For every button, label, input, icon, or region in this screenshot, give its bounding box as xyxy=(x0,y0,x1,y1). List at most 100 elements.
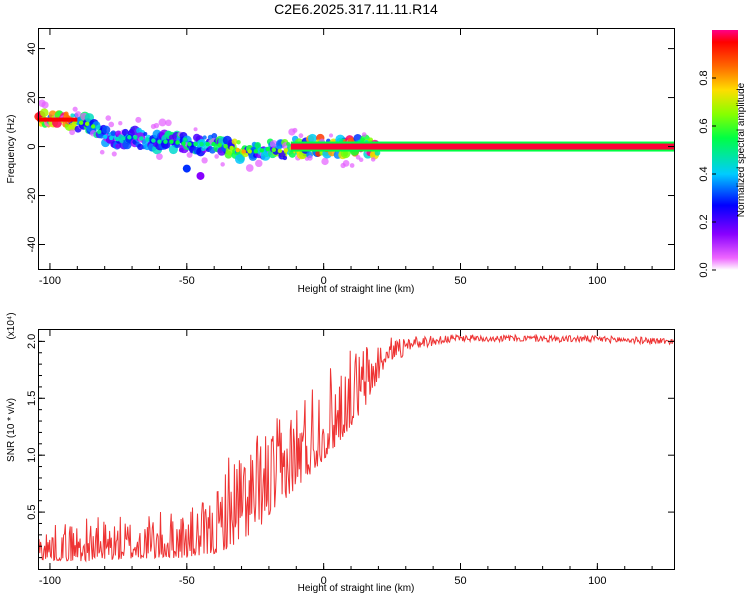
spectrogram-cell xyxy=(70,113,75,118)
spectrogram-core xyxy=(283,148,289,153)
spectrogram-halo xyxy=(99,149,105,155)
spectrogram-core xyxy=(241,149,246,154)
spectrogram-halo xyxy=(370,157,376,162)
figure-title: C2E6.2025.317.11.11.R14 xyxy=(274,1,438,17)
snr-series-line xyxy=(38,333,675,563)
spectrogram-halo xyxy=(186,151,193,158)
spectrogram-cell xyxy=(282,155,288,161)
spectrogram-core xyxy=(211,141,216,147)
spectrogram-halo xyxy=(214,154,219,159)
spectrogram-cell xyxy=(211,133,218,139)
spectrogram-ytick-label: -20 xyxy=(26,188,38,204)
snr-xtick-label: 0 xyxy=(321,575,327,587)
spectrogram-halo xyxy=(193,127,198,132)
spectrogram-halo xyxy=(349,163,355,168)
spectrogram-cell xyxy=(143,131,148,137)
snr-ylabel: SNR (10 * v/v) xyxy=(6,398,17,462)
spectrogram-ylabel: Frequency (Hz) xyxy=(6,115,17,184)
colorbar-gradient xyxy=(712,30,738,270)
colorbar-tick-label: 0.4 xyxy=(698,166,710,181)
snr-xtick-label: 100 xyxy=(588,575,606,587)
spectrogram-halo xyxy=(41,101,49,109)
spectrogram-halo xyxy=(156,153,163,160)
spectrogram-halo xyxy=(135,116,142,123)
spectrogram-ytick-label: 20 xyxy=(26,91,38,103)
snr-frame xyxy=(38,329,675,570)
spectrogram-band-core xyxy=(290,143,674,150)
spectrogram-halo xyxy=(201,157,208,164)
spectrogram-core xyxy=(277,148,283,154)
spectrogram-core xyxy=(121,136,126,141)
spectrogram-core xyxy=(259,148,264,153)
spectrogram-halo xyxy=(328,133,334,138)
spectrogram-core xyxy=(163,139,168,144)
spectrogram-xtick-label: -50 xyxy=(179,275,195,287)
snr-ytick-label: 1.5 xyxy=(26,391,38,406)
snr-ytick-label: 0.5 xyxy=(26,504,38,519)
colorbar-label: Normalized spectral amplitude xyxy=(736,82,747,217)
spectrogram-core xyxy=(90,124,96,129)
spectrogram-halo xyxy=(69,129,76,136)
spectrogram-core xyxy=(97,129,102,135)
spectrogram-core xyxy=(169,139,174,144)
spectrogram-halo xyxy=(74,111,82,118)
spectrogram-ticks: -100 -50 0 50 100 -40 -20 0 20 40 xyxy=(26,29,674,287)
spectrogram-ytick-label: 0 xyxy=(26,143,38,149)
spectrogram-scatter-point xyxy=(182,164,191,173)
spectrogram-core xyxy=(133,135,138,140)
spectrogram-cell xyxy=(236,140,241,145)
spectrogram-core xyxy=(235,147,240,153)
spectrogram-core xyxy=(181,141,186,146)
spectrogram-xtick-label: 50 xyxy=(454,275,466,287)
snr-multiplier: (x10⁴) xyxy=(6,312,17,339)
spectrogram-halo xyxy=(153,122,160,129)
spectrogram-halo xyxy=(358,157,364,163)
spectrogram-core xyxy=(151,138,156,143)
spectrogram-core xyxy=(187,141,192,147)
spectrogram-halo xyxy=(165,119,172,127)
colorbar-ticks: 0.0 0.2 0.4 0.6 0.8 xyxy=(698,70,716,278)
spectrogram-halo xyxy=(307,155,313,161)
spectrogram-core xyxy=(84,121,90,127)
colorbar-tick-label: 0.6 xyxy=(698,118,710,133)
spectrogram-panel: -100 -50 0 50 100 -40 -20 0 20 40 Height of strai… xyxy=(6,28,675,295)
snr-ytick-label: 1.0 xyxy=(26,448,38,463)
spectrogram-halo xyxy=(269,140,278,148)
snr-xlabel: Height of straight line (km) xyxy=(298,583,415,594)
spectrogram-core xyxy=(127,135,132,140)
spectrogram-halo xyxy=(111,151,117,157)
spectrogram-core xyxy=(229,145,234,151)
colorbar-tick-label: 0.2 xyxy=(698,214,710,229)
spectrogram-core xyxy=(223,143,228,149)
spectrogram-core xyxy=(139,136,144,141)
spectrogram-ytick-label: -40 xyxy=(26,237,38,253)
spectrogram-halo xyxy=(118,121,123,126)
spectrogram-cell xyxy=(121,128,129,136)
spectrogram-cell xyxy=(307,133,317,143)
spectrogram-core xyxy=(157,139,162,144)
spectrogram-core xyxy=(78,120,84,125)
spectrogram-xtick-label: 0 xyxy=(321,275,327,287)
spectrogram-halo xyxy=(292,127,298,133)
spectrogram-xtick-label: -100 xyxy=(39,275,61,287)
spectrogram-core xyxy=(271,147,277,153)
spectrogram-frame xyxy=(38,28,675,270)
spectrogram-halo xyxy=(245,164,254,172)
spectrogram-core xyxy=(253,149,258,154)
snr-ytick-label: 2.0 xyxy=(26,334,38,349)
spectrogram-halo xyxy=(108,121,115,128)
spectrogram-cell xyxy=(101,125,111,135)
spectrogram-cell xyxy=(234,154,245,165)
spectrogram-xlabel: Height of straight line (km) xyxy=(298,284,415,295)
spectrogram-ytick-label: 40 xyxy=(26,42,38,54)
spectrogram-core xyxy=(103,134,108,140)
colorbar: 0.0 0.2 0.4 0.6 0.8 Normalized spectral ampl… xyxy=(698,30,747,278)
colorbar-tick-label: 0.0 xyxy=(698,262,710,277)
spectrogram-cell xyxy=(63,111,69,117)
spectrogram-core xyxy=(115,136,120,142)
spectrogram-halo xyxy=(361,132,367,137)
snr-xtick-label: -100 xyxy=(39,575,61,587)
snr-ticks: -100 -50 0 50 100 0.5 1.0 1.5 2.0 xyxy=(26,330,674,587)
spectrogram-halo xyxy=(321,157,329,166)
spectrogram-cell xyxy=(110,130,117,136)
